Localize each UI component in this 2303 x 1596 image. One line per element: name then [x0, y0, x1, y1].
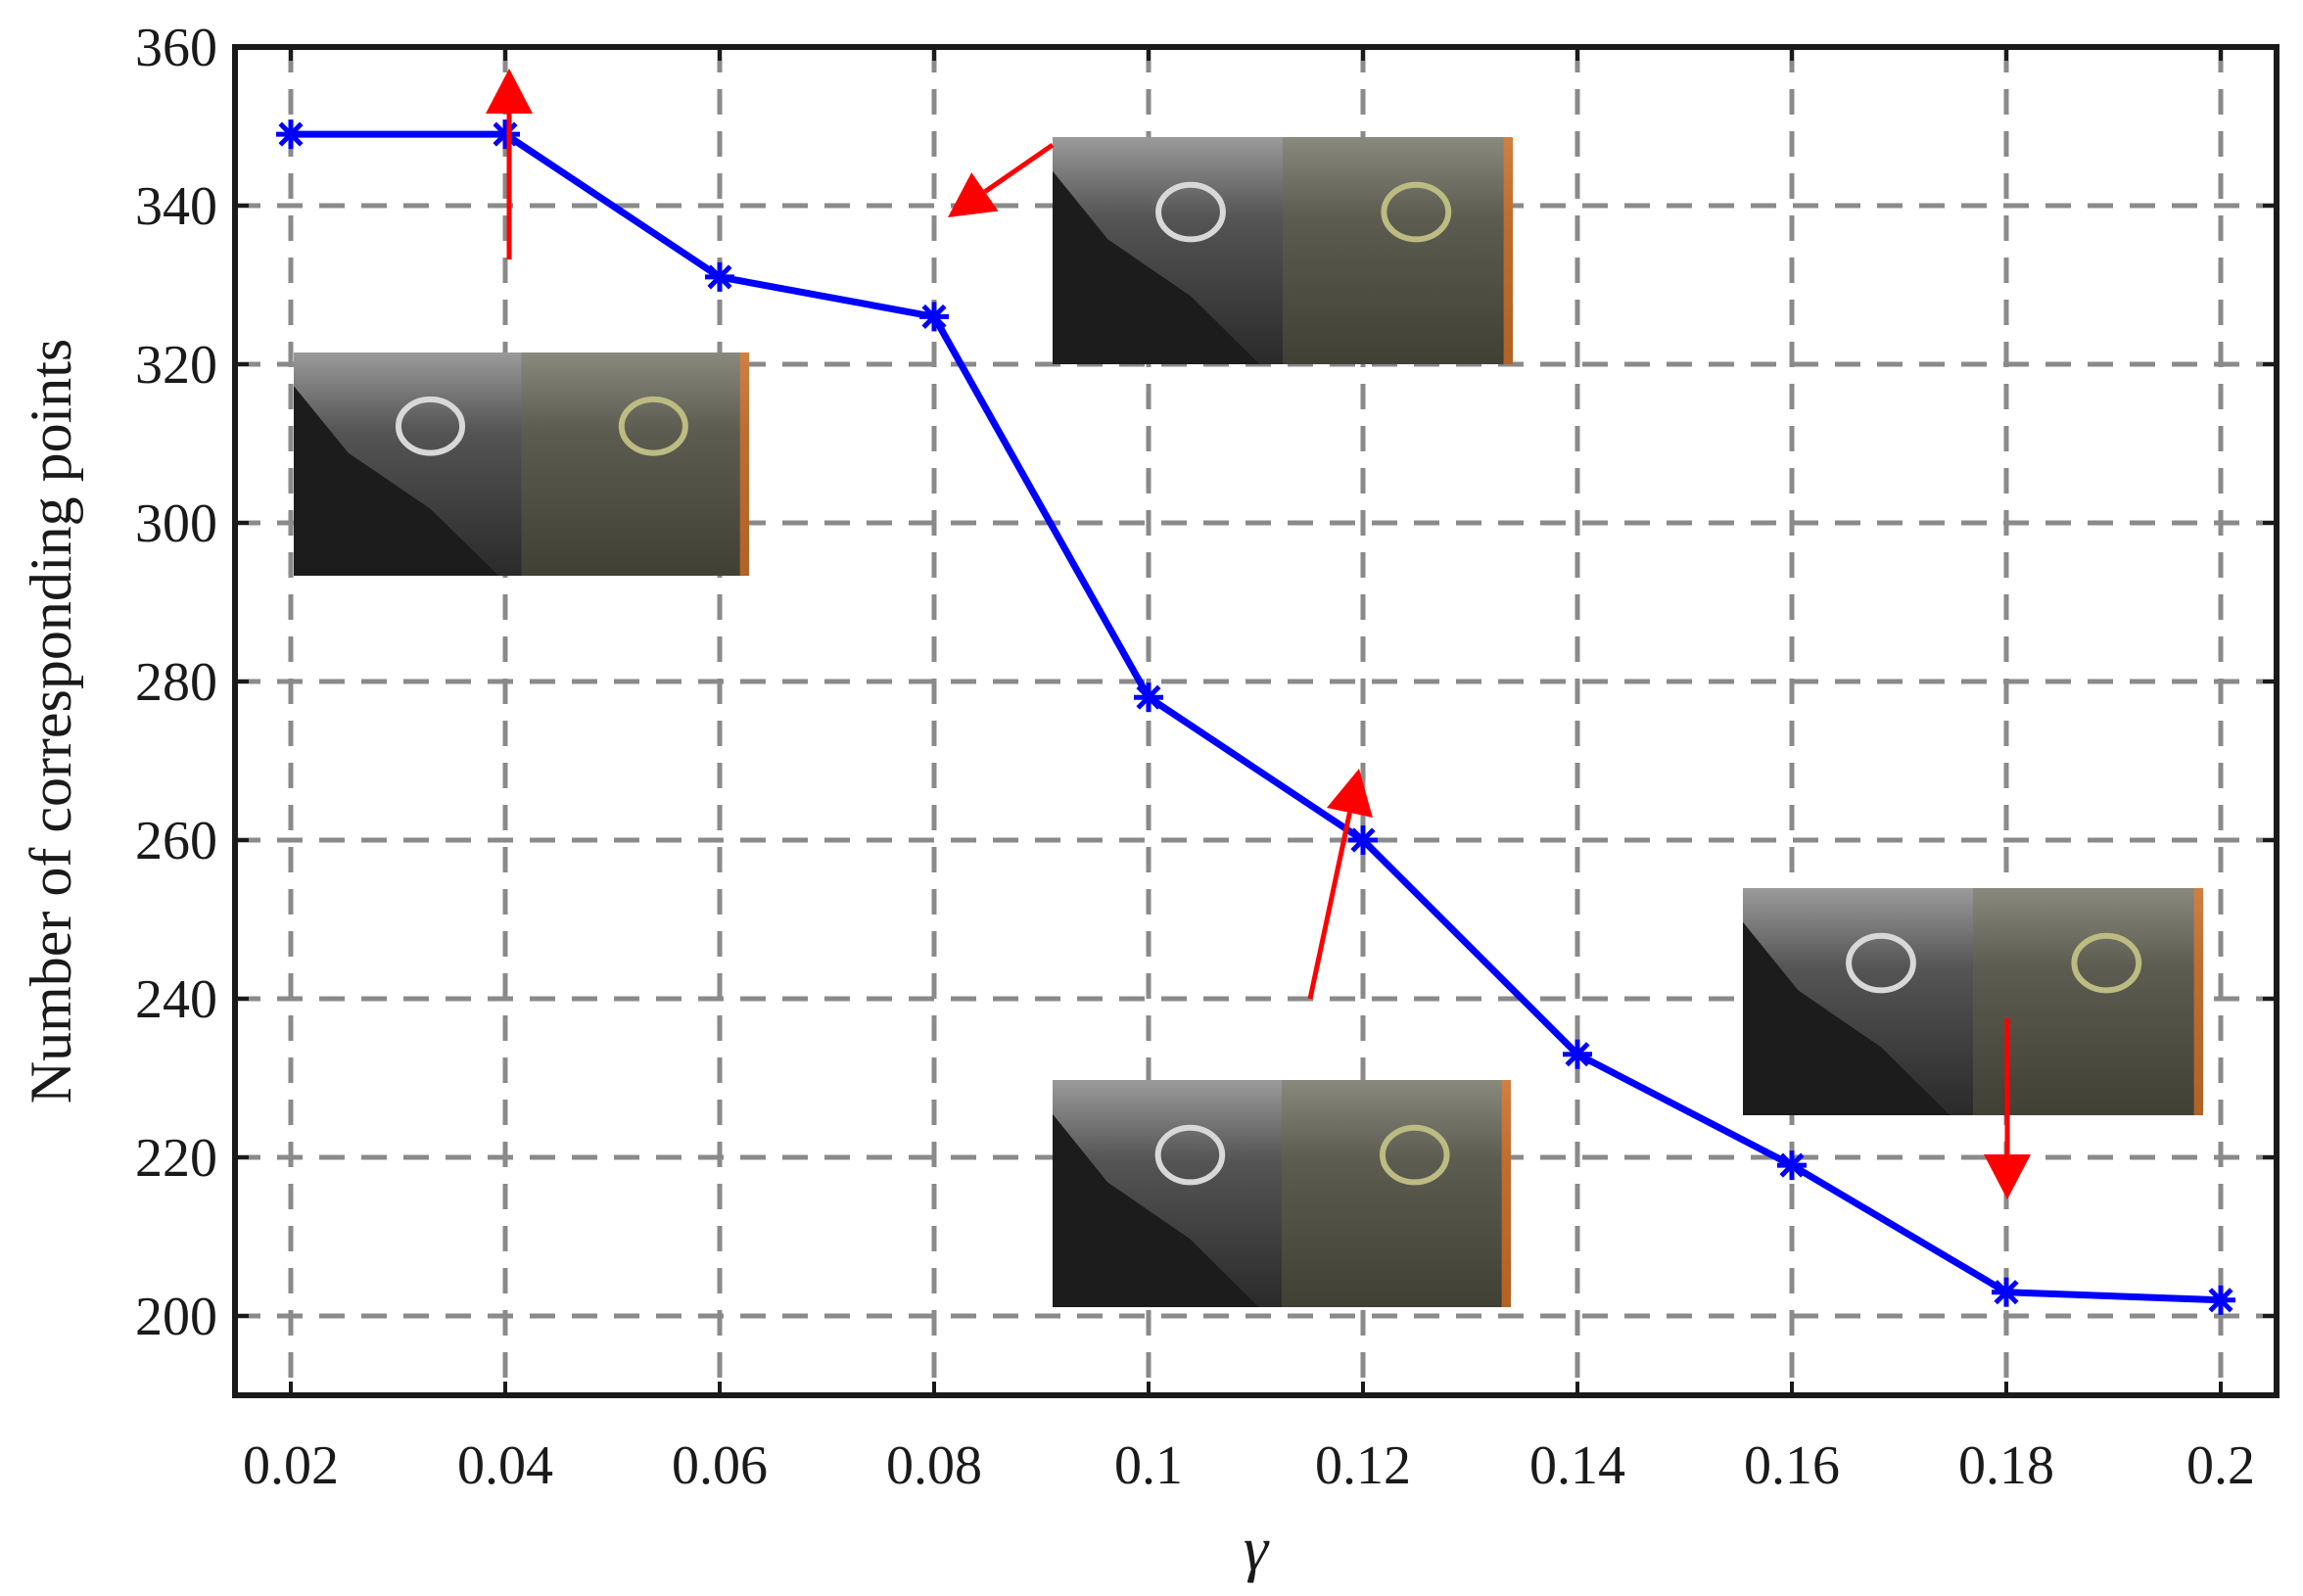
data-point-marker	[1563, 1039, 1592, 1069]
plot-area-frame	[232, 44, 2280, 1398]
y-tick-label: 220	[135, 1128, 217, 1189]
y-tick-label: 320	[135, 335, 217, 396]
x-tick-label: 0.04	[457, 1435, 553, 1496]
annotation-arrow	[948, 142, 1055, 217]
data-point-marker	[705, 261, 734, 292]
data-point-marker	[919, 302, 949, 332]
x-tick-label: 0.16	[1744, 1435, 1840, 1496]
annotation-arrows	[486, 69, 2031, 1199]
x-tick-label: 0.12	[1315, 1435, 1411, 1496]
inset-matching-image	[294, 352, 749, 576]
x-tick-label: 0.02	[243, 1435, 339, 1496]
data-point-marker	[276, 119, 306, 150]
inset-matching-image	[1053, 1080, 1511, 1307]
x-axis-label: γ	[1244, 1514, 1270, 1583]
axes: 0.02 0.04 0.06 0.08 0.1 0.12 0.14 0.16 0.18 0.2 20…	[135, 18, 2277, 1496]
inset-matching-image	[1053, 137, 1513, 364]
y-tick-label: 340	[135, 176, 217, 237]
inset-images	[294, 137, 2203, 1307]
y-tick-label: 360	[135, 18, 217, 78]
y-tick-label: 240	[135, 969, 217, 1030]
annotation-arrow	[486, 69, 533, 259]
y-tick-label: 280	[135, 652, 217, 713]
x-tick-label: 0.08	[886, 1435, 982, 1496]
data-series	[276, 119, 2235, 1315]
x-tick-label: 0.06	[672, 1435, 768, 1496]
y-axis-label: Number of corresponding points	[19, 339, 83, 1104]
data-point-marker	[1134, 682, 1163, 713]
data-point-marker	[1992, 1277, 2021, 1307]
data-point-marker	[1777, 1150, 1807, 1181]
data-point-marker	[1348, 825, 1378, 855]
x-tick-label: 0.14	[1529, 1435, 1625, 1496]
inset-matching-image	[1743, 888, 2203, 1115]
annotation-arrow	[1307, 769, 1373, 1000]
x-tick-label: 0.2	[2186, 1435, 2255, 1496]
x-tick-label: 0.1	[1114, 1435, 1183, 1496]
data-point-marker	[2206, 1285, 2235, 1315]
x-tick-label: 0.18	[1958, 1435, 2054, 1496]
series-line	[291, 130, 2222, 1304]
y-tick-label: 200	[135, 1287, 217, 1347]
y-tick-label: 300	[135, 493, 217, 554]
y-tick-label: 260	[135, 811, 217, 871]
data-point-marker	[491, 119, 520, 150]
annotation-arrow	[1984, 1018, 2031, 1199]
